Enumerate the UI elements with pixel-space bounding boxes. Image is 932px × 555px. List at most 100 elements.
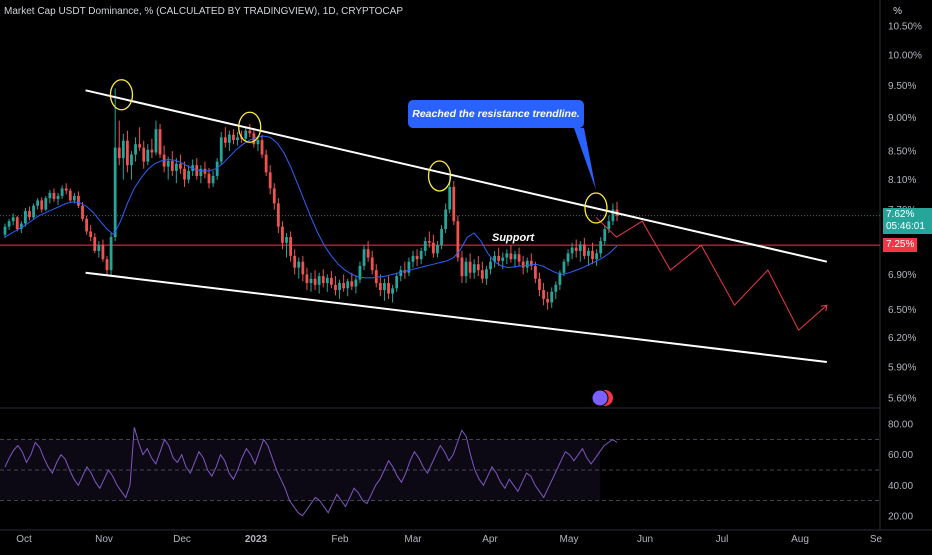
resistance-trendline [85,89,828,263]
candle-body [126,140,129,166]
candle-body [562,261,566,273]
candle-body [174,163,178,171]
candle-body [211,175,215,184]
candle-body [525,260,529,268]
candle-body [452,186,456,222]
candle-body [358,265,362,280]
x-tick-label: 2023 [245,534,268,545]
callout-label[interactable]: Reached the resistance trendline. [408,100,584,128]
candle-body [395,276,399,289]
candle-body [32,205,35,218]
candle-body [232,134,235,141]
candle-body [134,144,137,155]
event-globe-icon [591,389,609,407]
candle-body [366,249,370,258]
candle-body [215,161,219,176]
candle-body [391,288,394,294]
candle-body [432,242,435,254]
unit-label: % [893,6,902,17]
y-tick-label: 6.20% [888,333,916,344]
candle-body [60,188,64,196]
candle-body [338,283,341,291]
candle-body [93,237,97,251]
y-tick-label: 9.50% [888,81,916,92]
bar-countdown: 05:46:01 [886,221,925,232]
candle-body [179,163,182,169]
candle-body [472,264,476,273]
candle-body [207,173,211,184]
candle-body [448,186,452,210]
candle-body [146,149,150,162]
candle-body [566,253,570,262]
candle-body [97,245,101,251]
touch-highlight-circle [238,111,262,143]
candle-body [272,188,276,204]
candle-body [534,265,537,279]
candle-body [105,259,109,271]
candle-body [362,249,366,266]
candle-body [587,250,590,256]
candle-body [313,278,317,285]
candle-body [11,217,15,222]
candle-body [219,137,223,162]
rsi-y-tick-label: 40.00 [888,481,913,492]
candle-body [582,244,586,256]
candle-body [558,272,562,285]
x-tick-label: Aug [791,534,809,545]
rsi-band-fill [0,439,600,501]
x-tick-label: Mar [404,534,422,545]
candle-body [248,130,252,134]
y-tick-label: 9.00% [888,113,916,124]
x-tick-label: Se [870,534,883,545]
candle-body [595,253,598,260]
candle-body [138,144,142,148]
y-tick-label: 8.10% [888,175,916,186]
candle-body [383,283,386,291]
candle-body [109,237,113,271]
candle-body [268,172,272,189]
candle-body [77,195,80,206]
rsi-y-tick-label: 60.00 [888,450,913,461]
candle-body [170,160,174,171]
rsi-y-tick-label: 80.00 [888,420,913,431]
candle-body [513,254,517,260]
candle-body [85,218,88,232]
candle-body [7,221,11,227]
candle-body [493,255,496,262]
candle-body [529,260,533,266]
candle-body [427,241,431,243]
y-tick-label: 10.00% [888,51,922,62]
candle-body [387,283,390,294]
rsi-y-tick-label: 20.00 [888,511,913,522]
candle-body [456,221,460,258]
candle-body [574,247,578,251]
candle-body [48,192,52,199]
candle-body [264,154,268,173]
candle-body [317,276,321,285]
candle-body [68,190,72,201]
candle-body [130,154,133,166]
callout-pointer [574,128,596,190]
candle-body [497,255,501,261]
candle-body [330,277,333,285]
candle-body [305,274,309,284]
y-tick-label: 6.90% [888,270,916,281]
x-tick-label: Oct [16,534,32,545]
candle-body [460,257,464,277]
support-price-tag: 7.25% [883,238,918,252]
candle-body [440,229,443,246]
candle-body [611,209,615,222]
candle-body [3,226,7,235]
candle-body [480,270,484,279]
candle-body [501,257,505,261]
candle-body [415,255,419,260]
chart-title: Market Cap USDT Dominance, % (CALCULATED… [4,6,403,17]
candle-body [121,140,125,159]
candle-body [142,147,146,162]
candle-body [325,277,329,284]
candle-body [260,140,264,155]
x-tick-label: Jun [637,534,653,545]
candle-body [468,261,472,273]
